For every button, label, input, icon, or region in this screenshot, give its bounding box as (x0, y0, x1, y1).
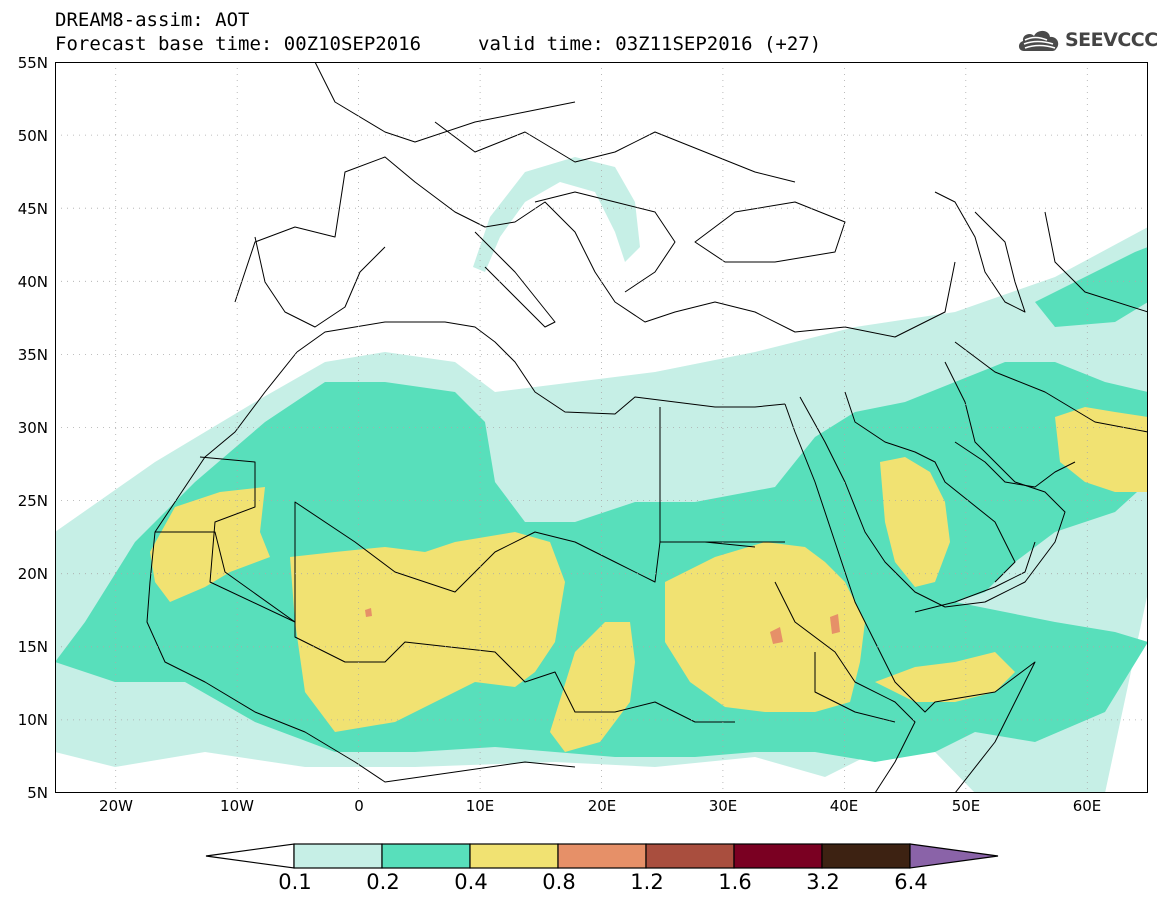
colorbar-segment (293, 843, 383, 869)
lon-label: 10E (465, 797, 495, 815)
lat-label: 15N (17, 638, 48, 656)
aot-band-0.8 (365, 608, 372, 617)
aot-band-0.4 (875, 652, 1015, 702)
valid-time: valid time: 03Z11SEP2016 (+27) (478, 33, 822, 55)
colorbar-label: 6.4 (894, 870, 928, 894)
colorbar-segment (205, 843, 295, 869)
lon-label: 60E (1072, 797, 1102, 815)
logo-text: SEEVCCC (1065, 29, 1158, 51)
lat-label: 55N (17, 54, 48, 72)
border-yemen-oman (914, 541, 1036, 613)
border-saudi (844, 391, 1016, 583)
lat-label: 45N (17, 200, 48, 218)
coastline-north-africa (296, 321, 786, 415)
border-ethiopia (814, 652, 896, 723)
coastline-italy (474, 231, 556, 328)
colorbar (205, 843, 999, 869)
border-east-africa (774, 581, 916, 793)
colorbar-label: 3.2 (806, 870, 840, 894)
base-time: Forecast base time: 00Z10SEP2016 (55, 33, 422, 55)
map-title: DREAM8-assim: AOT (55, 9, 250, 31)
lon-label: 10W (220, 797, 254, 815)
coastline-persian-gulf (954, 441, 1076, 488)
border-sahel (155, 531, 735, 723)
colorbar-segment (733, 843, 823, 869)
lon-label: 0 (354, 797, 364, 815)
colorbar-segment (909, 843, 999, 869)
aot-band-0.1-north (473, 157, 640, 272)
border-iran (954, 341, 1148, 433)
forecast-times: Forecast base time: 00Z10SEP2016 valid ti… (55, 33, 821, 55)
aot-band-0.4 (1055, 407, 1148, 492)
colorbar-segment (469, 843, 559, 869)
aot-band-0.8 (770, 627, 783, 644)
lat-label: 10N (17, 711, 48, 729)
coastline-europe-med (234, 156, 956, 338)
colorbar-label: 1.2 (630, 870, 664, 894)
colorbar-segment (645, 843, 735, 869)
lat-label: 25N (17, 492, 48, 510)
colorbar-label: 0.4 (454, 870, 488, 894)
colorbar-label: 0.1 (278, 870, 312, 894)
lon-label: 40E (829, 797, 859, 815)
lon-label: 20E (587, 797, 617, 815)
lon-label: 20W (99, 797, 133, 815)
colorbar-segment (821, 843, 911, 869)
aot-band-0.4 (150, 487, 270, 602)
lat-label: 20N (17, 565, 48, 583)
colorbar-label: 0.8 (542, 870, 576, 894)
border-iberia (254, 236, 386, 328)
coastline-north-europe (314, 62, 576, 143)
map-gridlines (55, 62, 1148, 793)
seevccc-logo: SEEVCCC (1017, 25, 1158, 55)
border-egypt-sudan (659, 407, 785, 543)
coastline-arabia (799, 361, 1066, 608)
colorbar-label: 0.2 (366, 870, 400, 894)
colorbar-segment (557, 843, 647, 869)
coastline-caspian (934, 191, 1026, 313)
lon-label: 50E (951, 797, 981, 815)
colorbar-label: 1.6 (718, 870, 752, 894)
border-balkans (534, 191, 676, 293)
lat-label: 30N (17, 419, 48, 437)
aot-map (55, 62, 1148, 793)
coastline-red-sea-east-africa (784, 403, 1036, 793)
border-afghan (1044, 211, 1148, 313)
colorbar-segment (381, 843, 471, 869)
coastline-black-sea (694, 201, 846, 263)
aot-band-0.2-east (1035, 247, 1148, 327)
lat-label: 50N (17, 127, 48, 145)
lat-label: 40N (17, 273, 48, 291)
lat-label: 5N (27, 784, 48, 802)
country-borders (146, 62, 1148, 793)
coastline-west-africa (146, 351, 576, 783)
lon-label: 30E (708, 797, 738, 815)
lat-label: 35N (17, 346, 48, 364)
cloud-icon (1018, 30, 1059, 51)
border-sahara (199, 456, 756, 623)
border-central-europe (434, 121, 796, 183)
aot-band-0.8 (830, 614, 840, 634)
aot-band-0.4 (880, 457, 950, 587)
aot-band-0.4 (290, 532, 565, 732)
